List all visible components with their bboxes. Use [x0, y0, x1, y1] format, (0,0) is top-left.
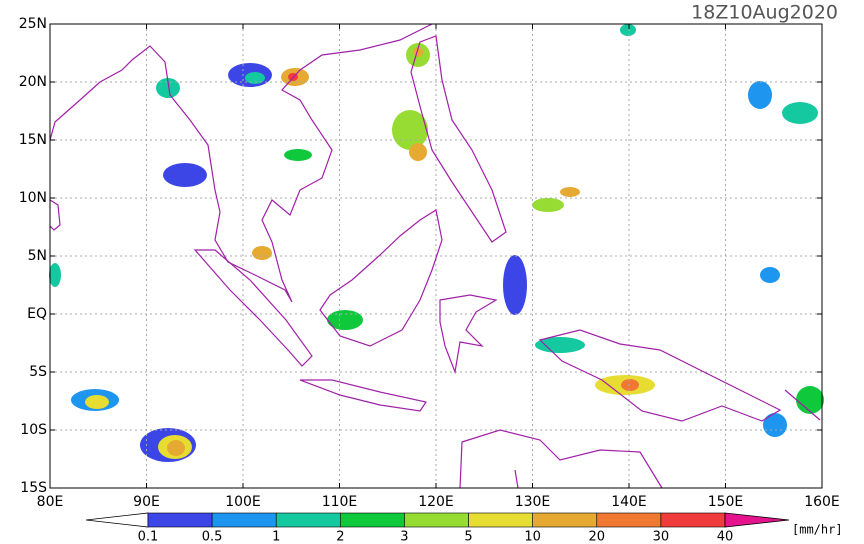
colorbar-label: 40 — [717, 530, 734, 544]
lon-label: 80E — [37, 494, 64, 510]
colorbar-label: 5 — [464, 530, 472, 544]
rain-blob — [796, 386, 824, 414]
lat-label: 10S — [20, 422, 47, 438]
coastline — [299, 379, 427, 412]
rain-blob — [167, 440, 185, 456]
rain-blob — [85, 395, 109, 409]
colorbar-label: 2 — [336, 530, 344, 544]
coastline — [459, 429, 663, 489]
rain-blob — [782, 102, 818, 124]
colorbar-label: 10 — [524, 530, 541, 544]
lon-label: 140E — [611, 494, 647, 510]
rain-blob — [252, 246, 272, 260]
colorbar-label: 0.1 — [138, 530, 159, 544]
rain-blob — [284, 149, 312, 161]
colorbar-segment — [404, 512, 469, 528]
rain-field — [49, 24, 824, 462]
rain-blob — [621, 379, 639, 391]
coastline — [514, 389, 821, 489]
rain-blob — [409, 143, 427, 161]
lat-label: 10N — [19, 190, 47, 206]
coastline — [193, 249, 313, 367]
coastline — [49, 23, 433, 303]
lat-label: 15S — [20, 480, 47, 496]
rain-blob — [620, 24, 636, 36]
coastline — [410, 35, 507, 243]
lat-label: 20N — [19, 74, 47, 90]
lat-label: 25N — [19, 16, 47, 32]
colorbar-segment — [532, 512, 598, 528]
lon-label: 90E — [133, 494, 160, 510]
lat-label: 5N — [28, 248, 47, 264]
colorbar-segment — [147, 512, 213, 528]
colorbar-segment — [211, 512, 277, 528]
rain-blob — [560, 187, 580, 197]
lat-label: EQ — [27, 306, 47, 322]
colorbar: 0.1 0.5 1 2 3 5 10 20 30 40 [mm/hr] — [85, 512, 843, 544]
coastline — [49, 199, 61, 231]
rain-blob — [532, 198, 564, 212]
colorbar-segment — [660, 512, 726, 528]
colorbar-label: 0.5 — [202, 530, 223, 544]
colorbar-label: 20 — [589, 530, 606, 544]
colorbar-segment — [340, 512, 405, 528]
coastline — [439, 294, 498, 375]
map-title: 18Z10Aug2020 — [691, 2, 838, 24]
lat-label: 15N — [19, 132, 47, 148]
rain-blob — [760, 267, 780, 283]
coastline — [538, 329, 782, 422]
rain-blob — [327, 310, 363, 330]
rain-blob — [535, 337, 585, 353]
rain-blob — [503, 255, 527, 315]
rain-blob — [156, 78, 180, 98]
lon-label: 150E — [708, 494, 744, 510]
colorbar-label: 3 — [400, 530, 408, 544]
coastlines — [49, 23, 821, 489]
lon-label: 130E — [515, 494, 551, 510]
rain-blob — [413, 47, 423, 57]
rain-blob — [49, 263, 61, 287]
lon-label: 100E — [225, 494, 261, 510]
colorbar-unit: [mm/hr] — [792, 523, 843, 537]
rain-blob — [245, 72, 265, 84]
colorbar-segment — [596, 512, 662, 528]
colorbar-over — [724, 512, 790, 528]
lon-label: 110E — [322, 494, 358, 510]
colorbar-segment — [468, 512, 533, 528]
lon-label: 120E — [418, 494, 454, 510]
rain-blob — [748, 81, 772, 109]
rain-blob — [163, 163, 207, 187]
rain-blob — [763, 413, 787, 437]
graticule — [50, 24, 822, 488]
colorbar-segment — [275, 512, 341, 528]
lat-label: 5S — [29, 364, 47, 380]
coastline — [319, 209, 443, 347]
colorbar-label: 30 — [653, 530, 670, 544]
lon-label: 160E — [804, 494, 840, 510]
colorbar-label: 1 — [272, 530, 280, 544]
